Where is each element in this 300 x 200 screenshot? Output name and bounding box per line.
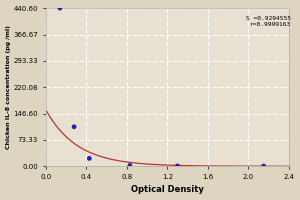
Point (87, 157, 92, 160)
Point (175, 164, 180, 168)
Y-axis label: Chicken IL-8 concentration (pg /ml): Chicken IL-8 concentration (pg /ml) (6, 25, 10, 149)
X-axis label: Optical Density: Optical Density (131, 185, 204, 194)
Text: S =0.9294555
r=0.9999163: S =0.9294555 r=0.9999163 (246, 16, 291, 27)
Point (261, 164, 266, 168)
Point (72, 125, 76, 128)
Point (128, 164, 132, 167)
Point (58, 6, 62, 10)
